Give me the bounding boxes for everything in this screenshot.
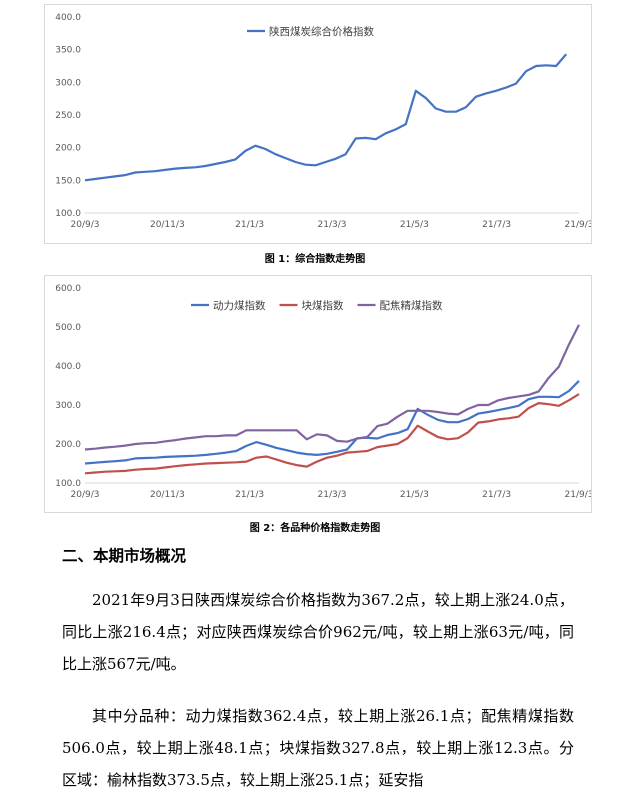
y-tick-label: 500.0	[55, 323, 81, 333]
x-tick-label: 20/9/3	[71, 490, 100, 500]
x-tick-label: 21/5/3	[400, 490, 429, 500]
y-tick-label: 300.0	[55, 401, 81, 411]
paragraph-variety-detail: 其中分品种：动力煤指数362.4点，较上期上涨26.1点；配焦精煤指数506.0…	[62, 707, 574, 789]
variety-index-chart: 100.0 200.0 300.0 400.0 500.0 600.0 20/9/3 20/1…	[44, 275, 593, 513]
series-line-0	[84, 53, 568, 182]
x-tick-label: 20/9/3	[71, 220, 100, 230]
x-tick-label: 21/9/3	[565, 490, 591, 500]
x-tick-label: 20/11/3	[150, 220, 185, 230]
y-tick-label: 600.0	[55, 284, 81, 294]
figure-2-caption: 图 2：各品种价格指数走势图	[249, 523, 381, 534]
legend-label: 动力煤指数	[213, 299, 266, 312]
legend-item: 块煤指数	[279, 299, 344, 312]
chart-svg: 100.0 200.0 300.0 400.0 500.0 600.0 20/9/3 20/1…	[55, 284, 593, 500]
x-tick-label: 21/1/3	[235, 220, 264, 230]
x-tick-label: 21/5/3	[400, 220, 429, 230]
series-line-2	[84, 324, 580, 451]
x-tick-label: 21/9/3	[565, 220, 591, 230]
x-tick-label: 21/3/3	[318, 220, 347, 230]
y-tick-label: 200.0	[55, 440, 81, 450]
y-tick-label: 200.0	[55, 144, 81, 154]
figure-1-caption: 图 1：综合指数走势图	[264, 254, 366, 265]
y-tick-label: 100.0	[55, 479, 81, 489]
x-tick-label: 21/1/3	[235, 490, 264, 500]
y-tick-label: 400.0	[55, 13, 81, 23]
paragraph-market-summary: 2021年9月3日陕西煤炭综合价格指数为367.2点，较上期上涨24.0点，同比…	[62, 591, 574, 673]
section-heading: 二、本期市场概况	[62, 547, 187, 565]
y-tick-label: 400.0	[55, 362, 81, 372]
legend-item: 动力煤指数	[191, 299, 266, 312]
x-tick-label: 21/7/3	[482, 220, 511, 230]
legend-label: 陕西煤炭综合价格指数	[269, 25, 374, 38]
series-line-1	[84, 393, 580, 475]
legend-label: 配焦精煤指数	[380, 299, 443, 312]
legend-item: 配焦精煤指数	[357, 299, 443, 312]
y-tick-label: 300.0	[55, 78, 81, 88]
chart-svg: 100.0 150.0 200.0 250.0 300.0 350.0 400.0 20/9/…	[55, 13, 593, 230]
y-tick-label: 250.0	[55, 111, 81, 121]
y-tick-label: 350.0	[55, 46, 81, 56]
x-tick-label: 20/11/3	[150, 490, 185, 500]
composite-index-chart: 100.0 150.0 200.0 250.0 300.0 350.0 400.0 20/9/…	[44, 4, 593, 244]
y-tick-label: 100.0	[55, 209, 81, 219]
series-line-0	[84, 380, 580, 465]
x-tick-label: 21/7/3	[482, 490, 511, 500]
y-tick-label: 150.0	[55, 176, 81, 186]
legend-item: 陕西煤炭综合价格指数	[247, 25, 374, 38]
x-tick-label: 21/3/3	[318, 490, 347, 500]
legend-label: 块煤指数	[302, 299, 344, 312]
